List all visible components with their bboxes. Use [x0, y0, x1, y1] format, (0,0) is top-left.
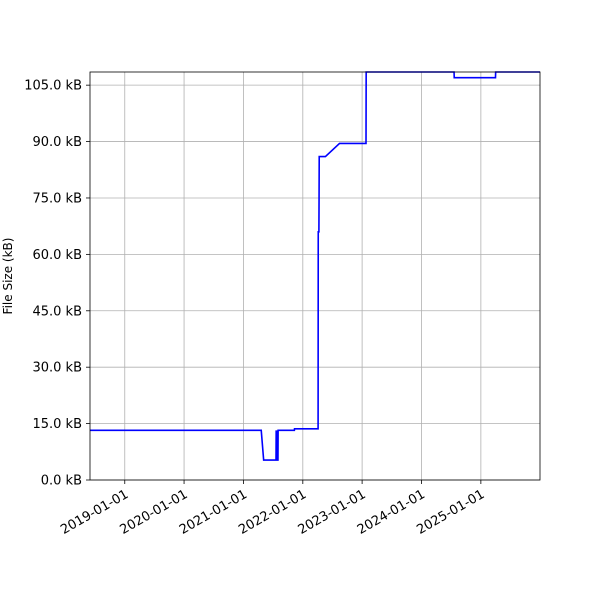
y-tick-label: 30.0 kB — [32, 361, 82, 376]
series-line — [90, 71, 540, 461]
series-layer — [90, 71, 540, 461]
grid-layer — [90, 72, 540, 481]
plot-frame — [89, 71, 541, 481]
y-axis-label: File Size (kB) — [1, 238, 15, 315]
x-tick-label: 2025-01-01 — [414, 487, 487, 538]
y-tick-label: 15.0 kB — [32, 417, 82, 432]
y-tick-label: 45.0 kB — [32, 304, 82, 319]
y-tick-label: 75.0 kB — [32, 191, 82, 206]
x-axis: 2019-01-012020-01-012021-01-012022-01-01… — [58, 480, 487, 538]
y-tick-label: 60.0 kB — [32, 248, 82, 263]
y-tick-label: 105.0 kB — [24, 79, 82, 94]
y-tick-label: 0.0 kB — [41, 474, 82, 489]
y-axis: 0.0 kB 15.0 kB 30.0 kB 45.0 kB 60.0 kB 75.0 k… — [24, 79, 90, 489]
y-tick-label: 90.0 kB — [32, 135, 82, 150]
